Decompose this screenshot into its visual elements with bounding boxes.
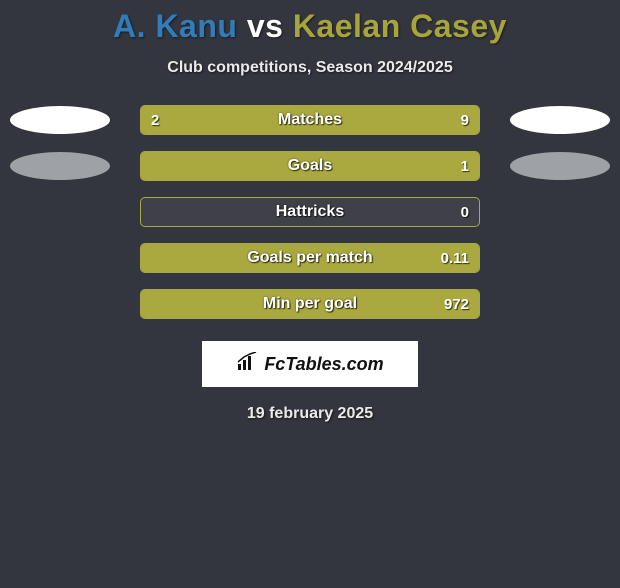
fctables-logo[interactable]: FcTables.com [202, 341, 418, 387]
subtitle: Club competitions, Season 2024/2025 [0, 59, 620, 77]
player1-indicator [10, 106, 110, 134]
stat-row: 0.11Goals per match [0, 243, 620, 273]
stat-label: Goals [141, 152, 479, 180]
stat-label: Matches [141, 106, 479, 134]
stat-bar: 0Hattricks [140, 197, 480, 227]
stat-bar: 972Min per goal [140, 289, 480, 319]
stat-label: Hattricks [141, 198, 479, 226]
player2-indicator [510, 152, 610, 180]
stat-row: 972Min per goal [0, 289, 620, 319]
stat-row: 1Goals [0, 151, 620, 181]
player2-indicator [510, 106, 610, 134]
stat-label: Min per goal [141, 290, 479, 318]
stat-row: 29Matches [0, 105, 620, 135]
stat-row: 0Hattricks [0, 197, 620, 227]
comparison-title: A. Kanu vs Kaelan Casey [0, 8, 620, 45]
player1-name: A. Kanu [113, 8, 237, 44]
player1-indicator [10, 152, 110, 180]
stats-container: 29Matches 1Goals 0Hattricks 0.11Goals per m… [0, 105, 620, 319]
logo-text: FcTables.com [264, 354, 383, 375]
chart-icon [236, 352, 260, 377]
stat-bar: 29Matches [140, 105, 480, 135]
player2-name: Kaelan Casey [293, 8, 507, 44]
stat-bar: 1Goals [140, 151, 480, 181]
date-text: 19 february 2025 [0, 405, 620, 423]
stat-bar: 0.11Goals per match [140, 243, 480, 273]
stat-label: Goals per match [141, 244, 479, 272]
vs-separator: vs [247, 8, 284, 44]
